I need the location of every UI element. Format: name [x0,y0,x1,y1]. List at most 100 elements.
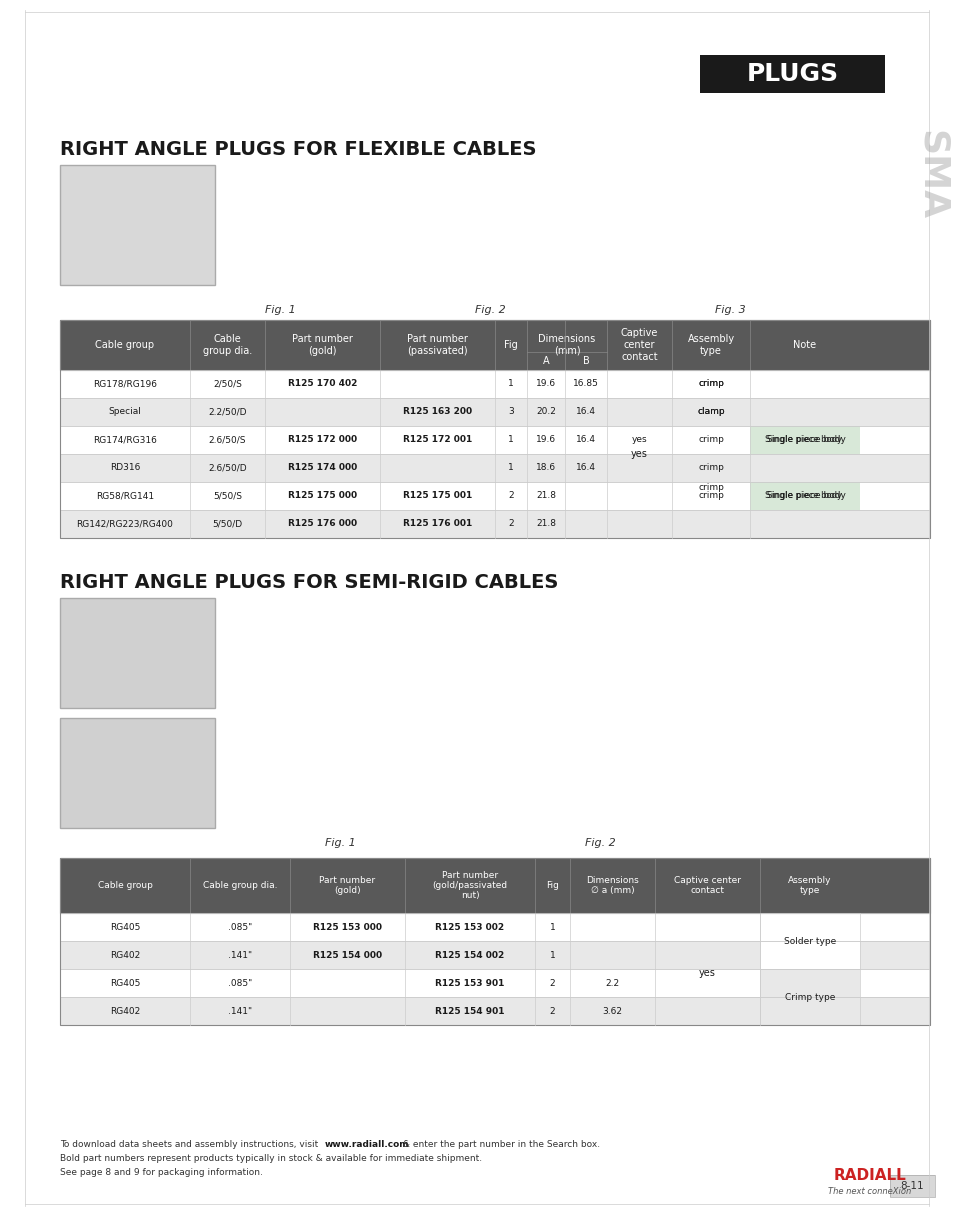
Text: See page 8 and 9 for packaging information.: See page 8 and 9 for packaging informati… [60,1169,263,1177]
Text: Cable
group dia.: Cable group dia. [203,334,252,356]
Bar [760,969,859,1025]
Text: 5/50/D: 5/50/D [213,519,242,529]
Bar [749,482,859,510]
Text: 2.2: 2.2 [605,979,618,987]
Bar [60,370,929,398]
Text: 16.4: 16.4 [576,435,596,445]
Text: Crimp type: Crimp type [784,992,834,1002]
Bar [889,1175,934,1197]
Bar [60,426,929,454]
Text: R125 170 402: R125 170 402 [288,379,356,388]
Text: Part number
(gold/passivated
nut): Part number (gold/passivated nut) [432,871,507,900]
Text: B: B [582,356,589,366]
Text: RG174/RG316: RG174/RG316 [93,435,157,445]
Bar [60,482,929,510]
Text: RIGHT ANGLE PLUGS FOR FLEXIBLE CABLES: RIGHT ANGLE PLUGS FOR FLEXIBLE CABLES [60,140,536,159]
Bar [60,858,929,913]
Text: Fig. 2: Fig. 2 [475,305,505,315]
Text: The next conneXion: The next conneXion [827,1188,911,1197]
Text: clamp: clamp [697,407,724,417]
Text: .085": .085" [228,923,252,931]
Text: 2: 2 [549,1007,555,1015]
Text: 21.8: 21.8 [536,491,556,501]
Text: 3: 3 [508,407,514,417]
Text: 8-11: 8-11 [900,1181,923,1190]
Text: RG405: RG405 [110,979,140,987]
Text: Dimensions
(mm): Dimensions (mm) [537,334,595,355]
Text: .141": .141" [228,951,252,959]
Bar [60,454,929,482]
Bar [60,510,929,537]
Text: .141": .141" [228,1007,252,1015]
Text: A: A [542,356,549,366]
Text: Part number
(gold): Part number (gold) [319,876,375,895]
Bar [60,598,214,708]
Text: .085": .085" [228,979,252,987]
Bar [60,320,929,370]
Text: Captive
center
contact: Captive center contact [620,328,658,361]
Text: Part number
(gold): Part number (gold) [292,334,353,356]
Text: Fig: Fig [503,340,517,350]
Bar [60,398,929,426]
Text: 2.2/50/D: 2.2/50/D [208,407,247,417]
Text: crimp: crimp [698,491,723,501]
Bar [60,913,929,941]
Bar [760,969,859,1025]
Text: Fig: Fig [545,882,558,890]
Bar [60,858,929,913]
Bar [889,1175,934,1197]
Text: RIGHT ANGLE PLUGS FOR SEMI-RIGID CABLES: RIGHT ANGLE PLUGS FOR SEMI-RIGID CABLES [60,573,558,592]
Text: R125 154 002: R125 154 002 [435,951,504,959]
Text: 2.6/50/S: 2.6/50/S [209,435,246,445]
Text: R125 154 901: R125 154 901 [435,1007,504,1015]
Text: RG402: RG402 [110,951,140,959]
Text: SMA: SMA [914,130,948,220]
Text: R125 163 200: R125 163 200 [402,407,472,417]
Bar [60,165,214,285]
Bar [60,969,929,997]
Text: RG142/RG223/RG400: RG142/RG223/RG400 [76,519,173,529]
Text: Fig. 1: Fig. 1 [324,838,355,848]
Bar [60,510,929,537]
Text: 1: 1 [508,379,514,388]
Text: clamp: clamp [697,407,724,417]
Text: & enter the part number in the Search box.: & enter the part number in the Search bo… [399,1141,599,1149]
Text: 2: 2 [508,491,514,501]
Bar [60,598,214,708]
Bar [60,858,929,1025]
Text: 2: 2 [508,519,514,529]
Text: 1: 1 [549,951,555,959]
Text: R125 175 001: R125 175 001 [402,491,472,501]
Text: R125 175 000: R125 175 000 [288,491,356,501]
Text: crimp: crimp [698,463,723,473]
Text: To download data sheets and assembly instructions, visit: To download data sheets and assembly ins… [60,1141,321,1149]
Bar [60,482,929,510]
Text: 20.2: 20.2 [536,407,556,417]
Text: R125 174 000: R125 174 000 [288,463,356,473]
Text: 16.4: 16.4 [576,463,596,473]
Text: 1: 1 [508,463,514,473]
Bar [700,55,884,92]
Text: R125 154 000: R125 154 000 [313,951,381,959]
Text: Part number
(passivated): Part number (passivated) [407,334,468,356]
Bar [60,320,929,370]
Text: RD316: RD316 [110,463,140,473]
Text: RG58/RG141: RG58/RG141 [96,491,153,501]
Text: RG405: RG405 [110,923,140,931]
Text: 2: 2 [549,979,555,987]
Text: 16.85: 16.85 [573,379,598,388]
Text: Fig. 3: Fig. 3 [714,305,744,315]
Text: Single piece body: Single piece body [767,491,841,501]
Text: Note: Note [793,340,816,350]
Text: Bold part numbers represent products typically in stock & available for immediat: Bold part numbers represent products typ… [60,1154,481,1162]
Bar [60,941,929,969]
Bar [760,913,859,969]
Text: 1: 1 [508,435,514,445]
Text: 3.62: 3.62 [602,1007,622,1015]
Bar [60,398,929,426]
Text: R125 176 000: R125 176 000 [288,519,356,529]
Text: crimp: crimp [698,379,723,388]
Text: Cable group dia.: Cable group dia. [203,882,277,890]
Text: 18.6: 18.6 [536,463,556,473]
Text: Captive center
contact: Captive center contact [673,876,740,895]
